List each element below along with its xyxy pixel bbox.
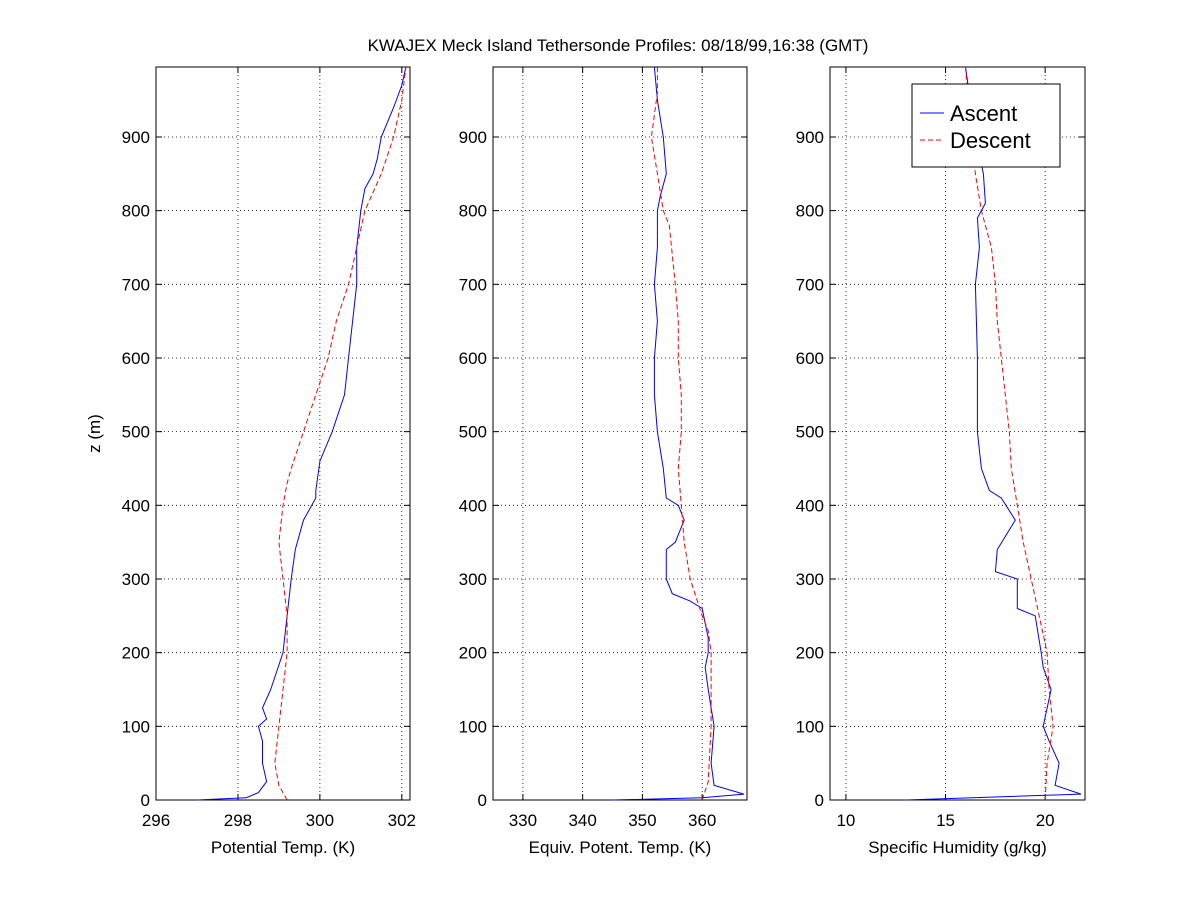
y-tick-label: 600: [122, 349, 150, 368]
y-tick-label: 100: [459, 717, 487, 736]
legend-box: [911, 83, 1061, 168]
x-tick-label: 20: [1036, 811, 1055, 830]
y-tick-label: 400: [796, 496, 824, 515]
series-line-descent: [965, 66, 1054, 801]
x-tick-label: 300: [306, 811, 334, 830]
y-tick-label: 800: [122, 202, 150, 221]
y-tick-label: 0: [141, 791, 150, 810]
x-tick-label: 360: [688, 811, 716, 830]
subplots: 296 298 300 3020100200300400500600700800900…: [85, 66, 1086, 857]
y-tick-label: 700: [796, 275, 824, 294]
legend-label-ascent: Ascent: [950, 101, 1017, 126]
y-tick-label: 900: [796, 128, 824, 147]
x-tick-label: 296: [142, 811, 170, 830]
y-tick-label: 500: [796, 423, 824, 442]
y-tick-label: 500: [459, 423, 487, 442]
series-line-ascent: [612, 66, 745, 801]
x-tick-label: 298: [224, 811, 252, 830]
y-axis-label: z (m): [85, 414, 104, 453]
x-tick-label: 302: [388, 811, 416, 830]
y-tick-label: 900: [459, 128, 487, 147]
y-tick-label: 200: [459, 644, 487, 663]
x-tick-label: 15: [936, 811, 955, 830]
plot-area: [155, 66, 411, 801]
x-tick-label: 340: [568, 811, 596, 830]
figure-title: KWAJEX Meck Island Tethersonde Profiles:…: [368, 36, 869, 55]
y-tick-label: 0: [815, 791, 824, 810]
x-axis-label: Potential Temp. (K): [211, 838, 355, 857]
series-line-ascent: [196, 66, 407, 801]
y-tick-label: 600: [459, 349, 487, 368]
subplot-2: 330 340 350 360 0 100 200 300 400 500 600 700 800 900…: [459, 66, 748, 857]
subplot-3: 10 15 200100200300400500600700800900Specif…: [796, 66, 1086, 857]
y-tick-label: 700: [122, 275, 150, 294]
y-tick-label: 300: [796, 570, 824, 589]
y-tick-label: 100: [122, 717, 150, 736]
plot-area: [829, 66, 1086, 801]
y-tick-label: 400: [459, 496, 487, 515]
series-line-descent: [274, 66, 407, 801]
y-tick-label: 100: [796, 717, 824, 736]
x-tick-label: 350: [628, 811, 656, 830]
x-axis-label: Equiv. Potent. Temp. (K): [529, 838, 712, 857]
series-line-ascent: [905, 66, 1082, 801]
y-tick-label: 600: [796, 349, 824, 368]
y-tick-label: 0: [478, 791, 487, 810]
y-tick-label: 200: [122, 644, 150, 663]
x-axis-label: Specific Humidity (g/kg): [868, 838, 1047, 857]
x-tick-label: 330: [509, 811, 537, 830]
legend-label-descent: Descent: [950, 128, 1031, 153]
y-tick-label: 900: [122, 128, 150, 147]
y-tick-label: 800: [796, 202, 824, 221]
y-tick-label: 200: [796, 644, 824, 663]
plot-area: [492, 66, 748, 801]
x-tick-label: 10: [836, 811, 855, 830]
y-tick-label: 300: [459, 570, 487, 589]
y-tick-label: 800: [459, 202, 487, 221]
y-tick-label: 500: [122, 423, 150, 442]
y-tick-label: 400: [122, 496, 150, 515]
subplot-1: 296 298 300 302 0 100 200 300 400 500 600 700 800 900…: [85, 66, 416, 857]
y-tick-label: 300: [122, 570, 150, 589]
y-tick-label: 700: [459, 275, 487, 294]
